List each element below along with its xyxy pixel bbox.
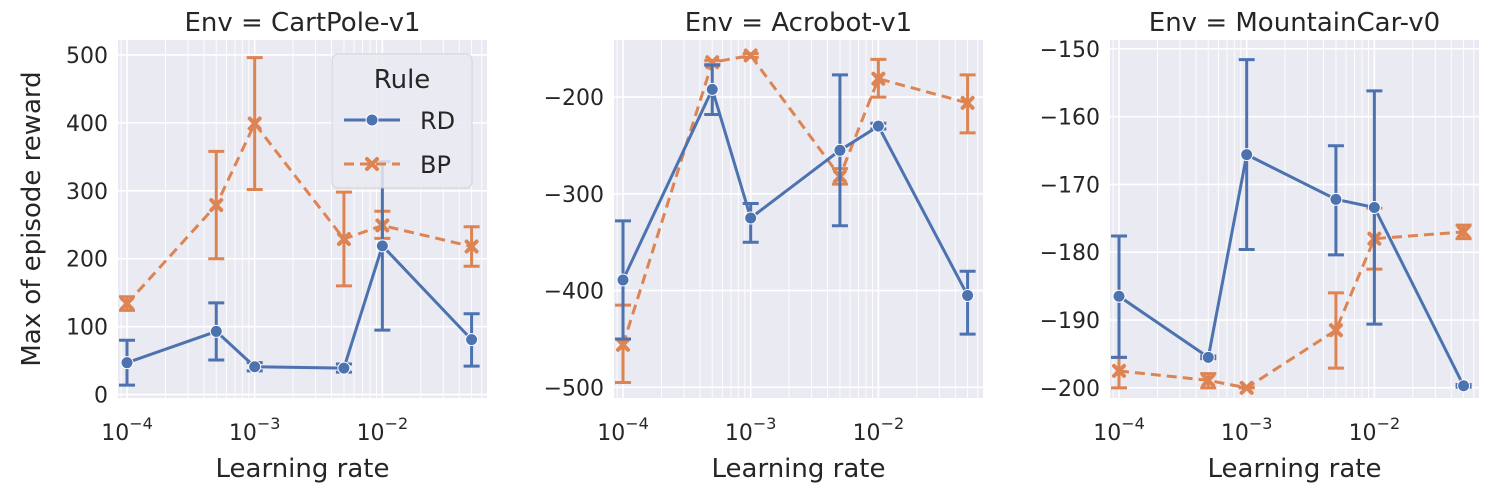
- x-tick-label: 10−3: [1221, 414, 1273, 446]
- legend-label-BP: BP: [420, 151, 451, 179]
- series-line-BP: [1118, 230, 1464, 390]
- legend-marker-RD: [365, 113, 379, 127]
- data-point: [1112, 289, 1126, 303]
- gridlines: [614, 40, 983, 398]
- gridlines: [118, 40, 487, 398]
- y-tick-label: −160: [1040, 106, 1100, 131]
- panel-title: Env = MountainCar-v0: [1149, 8, 1440, 38]
- x-axis-label: Learning rate: [1208, 454, 1382, 484]
- panel-title: Env = Acrobot-v1: [685, 8, 912, 38]
- x-tick-label: 10−2: [357, 414, 409, 446]
- legend-marker-BP: [365, 157, 379, 171]
- data-point: [961, 288, 975, 302]
- data-point: [960, 95, 975, 110]
- legend-title: Rule: [374, 65, 431, 95]
- data-point: [705, 82, 719, 96]
- panel-title: Env = CartPole-v1: [184, 8, 420, 38]
- data-point: [871, 71, 886, 86]
- series-line-RD: [1118, 153, 1465, 387]
- panel-2: −500 −400 −300 −200 10−4 10−3 10−2 Env = Acrobo…: [544, 8, 983, 484]
- data-point: [1328, 323, 1343, 338]
- data-point: [1239, 380, 1254, 395]
- data-point: [209, 324, 223, 338]
- data-point: [375, 239, 389, 253]
- data-point: [616, 337, 631, 352]
- y-tick-label: 0: [94, 384, 108, 409]
- x-tick-label: 10−4: [101, 414, 153, 446]
- panel-1: 0 100 200 300 400 500 10−4 10−3 10−2 Env = CartPo…: [17, 8, 487, 484]
- data-point: [616, 273, 630, 287]
- legend-box: [331, 53, 473, 189]
- data-point: [1201, 373, 1216, 388]
- series-line-BP: [621, 54, 968, 346]
- error-bar: [959, 269, 976, 336]
- data-point: [1456, 224, 1471, 239]
- data-point: [744, 211, 758, 225]
- y-tick-label: −180: [1040, 241, 1100, 266]
- y-tick-label: 200: [66, 248, 108, 273]
- data-point: [1240, 148, 1254, 162]
- data-point: [833, 143, 847, 157]
- legend-label-RD: RD: [420, 107, 455, 135]
- data-point: [871, 119, 885, 133]
- y-tick-label: −500: [544, 376, 604, 401]
- data-point: [1201, 350, 1215, 364]
- series-line-RD: [621, 87, 969, 297]
- plot-area: [1110, 40, 1479, 398]
- data-point: [247, 116, 262, 131]
- series-RD: [615, 63, 976, 341]
- y-axis-label: Max of episode reward: [17, 71, 47, 366]
- x-tick-label: 10−2: [1349, 414, 1401, 446]
- data-point: [743, 48, 758, 63]
- data-point: [120, 356, 134, 370]
- plot-area: [614, 40, 983, 398]
- data-point: [337, 361, 351, 375]
- x-axis-label: Learning rate: [216, 454, 390, 484]
- y-tick-label: −200: [1040, 377, 1100, 402]
- data-point: [1112, 363, 1127, 378]
- y-tick-label: 400: [66, 112, 108, 137]
- panel-3: −200 −190 −180 −170 −160 −150 10−4 10−3 10−2 Env …: [1040, 8, 1479, 484]
- x-tick-label: 10−3: [725, 414, 777, 446]
- data-point: [120, 296, 135, 311]
- x-tick-label: 10−3: [229, 414, 281, 446]
- legend: Rule RD BP: [331, 53, 473, 189]
- gridlines: [1110, 40, 1479, 398]
- y-tick-label: −200: [544, 86, 604, 111]
- data-point: [1329, 192, 1343, 206]
- series-line-RD: [126, 244, 473, 370]
- y-tick-label: 100: [66, 316, 108, 341]
- x-tick-label: 10−2: [853, 414, 905, 446]
- data-point: [1367, 200, 1381, 214]
- y-tick-label: −300: [544, 183, 604, 208]
- y-tick-label: 500: [66, 44, 108, 69]
- series-line-BP: [125, 122, 472, 305]
- x-tick-label: 10−4: [597, 414, 649, 446]
- series-RD: [119, 160, 480, 387]
- y-tick-label: −190: [1040, 309, 1100, 334]
- x-tick-label: 10−4: [1093, 414, 1145, 446]
- y-tick-label: −400: [544, 280, 604, 305]
- data-point: [464, 239, 479, 254]
- data-point: [248, 360, 262, 374]
- y-tick-label: −150: [1040, 38, 1100, 63]
- y-tick-label: 300: [66, 180, 108, 205]
- data-point: [1457, 379, 1471, 393]
- data-point: [209, 198, 224, 213]
- series-RD: [1111, 58, 1472, 393]
- data-point: [465, 333, 479, 347]
- data-point: [336, 232, 351, 247]
- x-axis-label: Learning rate: [712, 454, 886, 484]
- y-tick-label: −170: [1040, 173, 1100, 198]
